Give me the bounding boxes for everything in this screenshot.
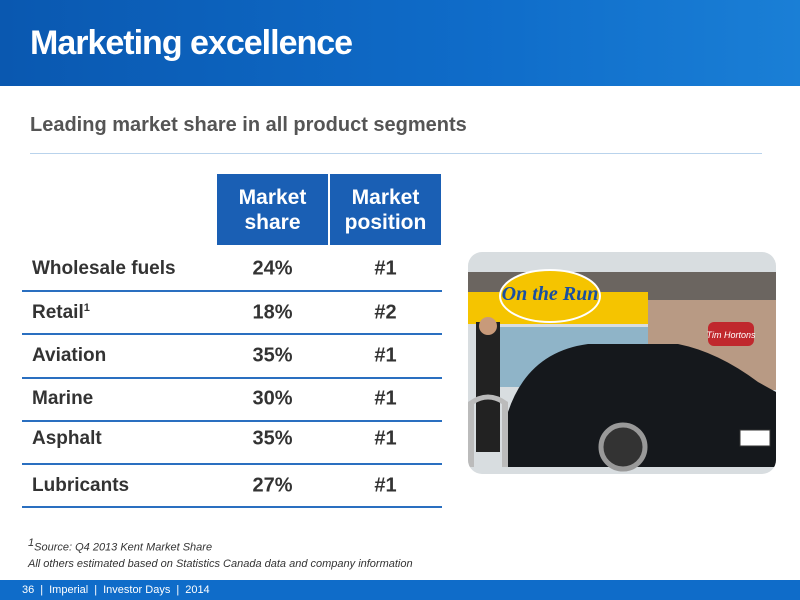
market-share: 27% [252, 474, 293, 497]
row-divider [22, 463, 442, 465]
row-divider [22, 333, 442, 335]
row-label-text: Retail [32, 302, 84, 324]
row-label-text: Lubricants [32, 475, 130, 496]
page-number: 36 [22, 584, 35, 596]
market-position: #1 [374, 427, 397, 450]
market-position: #1 [374, 387, 397, 410]
row-label-text: Aviation [32, 345, 107, 366]
market-share: 30% [252, 387, 293, 410]
row-label: Lubricants [32, 475, 129, 497]
row-divider [22, 420, 442, 422]
header-band [0, 0, 800, 86]
footnote: 1Source: Q4 2013 Kent Market Share [28, 537, 212, 554]
company: Imperial [49, 584, 89, 596]
row-label-text: Marine [32, 388, 94, 409]
footnote-mark: 1 [28, 537, 35, 549]
footnote: All others estimated based on Statistics… [28, 558, 413, 570]
market-position: #1 [374, 344, 397, 367]
market-share: 24% [252, 257, 293, 280]
market-position: #1 [374, 474, 397, 497]
column-header: Market position [330, 174, 441, 245]
market-share: 35% [252, 427, 293, 450]
row-label: Wholesale fuels [32, 258, 176, 280]
title: Marketing excellence [30, 24, 353, 62]
subtitle: Leading market share in all product segm… [30, 114, 467, 136]
store-sign: Tim Hortons [707, 330, 756, 340]
row-label: Retail1 [32, 302, 90, 324]
divider [30, 153, 762, 154]
event: Investor Days [103, 584, 171, 596]
row-label: Marine [32, 388, 93, 410]
market-position: #2 [374, 301, 397, 324]
footnote-source: Source: Q4 2013 Kent Market Share [34, 541, 213, 554]
row-label: Asphalt [32, 428, 102, 450]
row-divider [22, 290, 442, 292]
row-label-text: Wholesale fuels [32, 258, 176, 279]
footnote-mark: 1 [83, 301, 90, 314]
year: 2014 [185, 584, 210, 596]
footer: 36 | Imperial | Investor Days | 2014 [0, 580, 800, 600]
row-divider [22, 377, 442, 379]
market-position: #1 [374, 257, 397, 280]
column-header: Market share [217, 174, 328, 245]
row-divider [22, 506, 442, 508]
row-label: Aviation [32, 345, 106, 367]
market-share: 35% [252, 344, 293, 367]
photo: On the Run Tim Hortons [468, 252, 776, 474]
sign-text: On the Run [502, 283, 599, 305]
row-label-text: Asphalt [32, 428, 102, 449]
market-share: 18% [252, 301, 293, 324]
